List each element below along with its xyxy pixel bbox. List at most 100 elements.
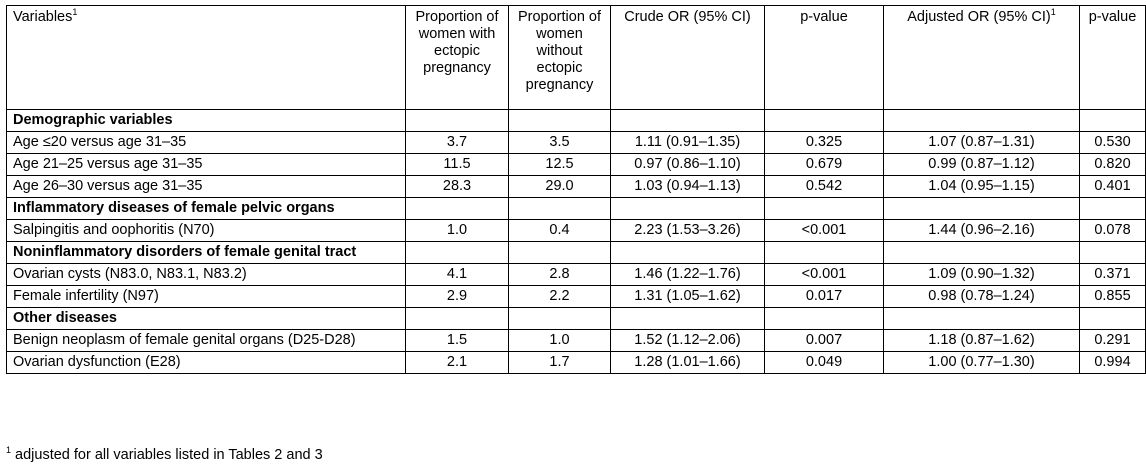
proportion-with-cell: 3.7 bbox=[405, 131, 509, 154]
variable-cell: Age 21–25 versus age 31–35 bbox=[6, 153, 406, 176]
empty-cell bbox=[883, 109, 1080, 132]
proportion-without-cell: 2.2 bbox=[508, 285, 611, 308]
adjusted-p-value-cell: 0.855 bbox=[1079, 285, 1146, 308]
table-container: Variables1 Proportion of women with ecto… bbox=[6, 5, 1146, 374]
adjusted-p-value-cell: 0.401 bbox=[1079, 175, 1146, 198]
section-row: Noninflammatory disorders of female geni… bbox=[6, 241, 1146, 264]
empty-cell bbox=[1079, 307, 1146, 330]
p-value-cell: <0.001 bbox=[764, 263, 884, 286]
crude-or-cell: 1.11 (0.91–1.35) bbox=[610, 131, 765, 154]
proportion-without-cell: 2.8 bbox=[508, 263, 611, 286]
empty-cell bbox=[508, 241, 611, 264]
empty-cell bbox=[508, 109, 611, 132]
adjusted-or-cell: 1.07 (0.87–1.31) bbox=[883, 131, 1080, 154]
empty-cell bbox=[508, 307, 611, 330]
variable-cell: Age ≤20 versus age 31–35 bbox=[6, 131, 406, 154]
header-adjusted-or: Adjusted OR (95% CI)1 bbox=[883, 5, 1080, 110]
empty-cell bbox=[1079, 197, 1146, 220]
crude-or-cell: 1.52 (1.12–2.06) bbox=[610, 329, 765, 352]
proportion-with-cell: 1.0 bbox=[405, 219, 509, 242]
table-row: Ovarian dysfunction (E28) 2.1 1.7 1.28 (1.0… bbox=[6, 351, 1146, 374]
proportion-without-cell: 12.5 bbox=[508, 153, 611, 176]
variable-cell: Female infertility (N97) bbox=[6, 285, 406, 308]
adjusted-p-value-cell: 0.530 bbox=[1079, 131, 1146, 154]
crude-or-cell: 0.97 (0.86–1.10) bbox=[610, 153, 765, 176]
header-row: Variables1 Proportion of women with ecto… bbox=[6, 5, 1146, 110]
section-row: Inflammatory diseases of female pelvic o… bbox=[6, 197, 1146, 220]
empty-cell bbox=[1079, 241, 1146, 264]
section-row: Other diseases bbox=[6, 307, 1146, 330]
empty-cell bbox=[883, 197, 1080, 220]
p-value-cell: 0.049 bbox=[764, 351, 884, 374]
empty-cell bbox=[610, 307, 765, 330]
adjusted-or-cell: 1.09 (0.90–1.32) bbox=[883, 263, 1080, 286]
section-label: Other diseases bbox=[6, 307, 406, 330]
empty-cell bbox=[508, 197, 611, 220]
variable-cell: Ovarian cysts (N83.0, N83.1, N83.2) bbox=[6, 263, 406, 286]
variable-cell: Salpingitis and oophoritis (N70) bbox=[6, 219, 406, 242]
proportion-without-cell: 3.5 bbox=[508, 131, 611, 154]
empty-cell bbox=[405, 307, 509, 330]
crude-or-cell: 1.28 (1.01–1.66) bbox=[610, 351, 765, 374]
empty-cell bbox=[610, 241, 765, 264]
p-value-cell: <0.001 bbox=[764, 219, 884, 242]
adjusted-or-cell: 1.00 (0.77–1.30) bbox=[883, 351, 1080, 374]
proportion-with-cell: 2.9 bbox=[405, 285, 509, 308]
adjusted-p-value-cell: 0.291 bbox=[1079, 329, 1146, 352]
crude-or-cell: 1.46 (1.22–1.76) bbox=[610, 263, 765, 286]
crude-or-cell: 2.23 (1.53–3.26) bbox=[610, 219, 765, 242]
proportion-with-cell: 11.5 bbox=[405, 153, 509, 176]
table-row: Age 26–30 versus age 31–35 28.3 29.0 1.03 (… bbox=[6, 175, 1146, 198]
empty-cell bbox=[405, 109, 509, 132]
empty-cell bbox=[764, 197, 884, 220]
adjusted-p-value-cell: 0.078 bbox=[1079, 219, 1146, 242]
header-variables: Variables1 bbox=[6, 5, 406, 110]
empty-cell bbox=[764, 241, 884, 264]
empty-cell bbox=[405, 241, 509, 264]
header-p-value-crude: p-value bbox=[764, 5, 884, 110]
section-label: Noninflammatory disorders of female geni… bbox=[6, 241, 406, 264]
empty-cell bbox=[883, 241, 1080, 264]
proportion-without-cell: 1.0 bbox=[508, 329, 611, 352]
adjusted-or-cell: 1.04 (0.95–1.15) bbox=[883, 175, 1080, 198]
proportion-with-cell: 2.1 bbox=[405, 351, 509, 374]
header-proportion-with: Proportion of women with ectopic pregnan… bbox=[405, 5, 509, 110]
p-value-cell: 0.542 bbox=[764, 175, 884, 198]
adjusted-or-cell: 0.98 (0.78–1.24) bbox=[883, 285, 1080, 308]
header-proportion-without: Proportion of women without ectopic preg… bbox=[508, 5, 611, 110]
table-row: Ovarian cysts (N83.0, N83.1, N83.2) 4.1 2.… bbox=[6, 263, 1146, 286]
p-value-cell: 0.325 bbox=[764, 131, 884, 154]
empty-cell bbox=[764, 109, 884, 132]
empty-cell bbox=[764, 307, 884, 330]
section-label: Demographic variables bbox=[6, 109, 406, 132]
adjusted-or-cell: 1.18 (0.87–1.62) bbox=[883, 329, 1080, 352]
variable-cell: Ovarian dysfunction (E28) bbox=[6, 351, 406, 374]
section-row: Demographic variables bbox=[6, 109, 1146, 132]
table-row: Benign neoplasm of female genital organs… bbox=[6, 329, 1146, 352]
header-crude-or: Crude OR (95% CI) bbox=[610, 5, 765, 110]
empty-cell bbox=[1079, 109, 1146, 132]
empty-cell bbox=[610, 109, 765, 132]
adjusted-p-value-cell: 0.994 bbox=[1079, 351, 1146, 374]
proportion-without-cell: 1.7 bbox=[508, 351, 611, 374]
header-p-value-adjusted: p-value bbox=[1079, 5, 1146, 110]
adjusted-p-value-cell: 0.820 bbox=[1079, 153, 1146, 176]
proportion-with-cell: 4.1 bbox=[405, 263, 509, 286]
proportion-without-cell: 29.0 bbox=[508, 175, 611, 198]
p-value-cell: 0.017 bbox=[764, 285, 884, 308]
proportion-without-cell: 0.4 bbox=[508, 219, 611, 242]
adjusted-or-cell: 1.44 (0.96–2.16) bbox=[883, 219, 1080, 242]
footnote: 1 adjusted for all variables listed in T… bbox=[6, 445, 323, 464]
table-body: Demographic variables Age ≤20 versus age … bbox=[6, 109, 1146, 374]
section-label: Inflammatory diseases of female pelvic o… bbox=[6, 197, 406, 220]
p-value-cell: 0.007 bbox=[764, 329, 884, 352]
variable-cell: Age 26–30 versus age 31–35 bbox=[6, 175, 406, 198]
table-row: Salpingitis and oophoritis (N70) 1.0 0.4 2.… bbox=[6, 219, 1146, 242]
crude-or-cell: 1.03 (0.94–1.13) bbox=[610, 175, 765, 198]
adjusted-or-cell: 0.99 (0.87–1.12) bbox=[883, 153, 1080, 176]
adjusted-p-value-cell: 0.371 bbox=[1079, 263, 1146, 286]
variable-cell: Benign neoplasm of female genital organs… bbox=[6, 329, 406, 352]
p-value-cell: 0.679 bbox=[764, 153, 884, 176]
empty-cell bbox=[405, 197, 509, 220]
empty-cell bbox=[610, 197, 765, 220]
